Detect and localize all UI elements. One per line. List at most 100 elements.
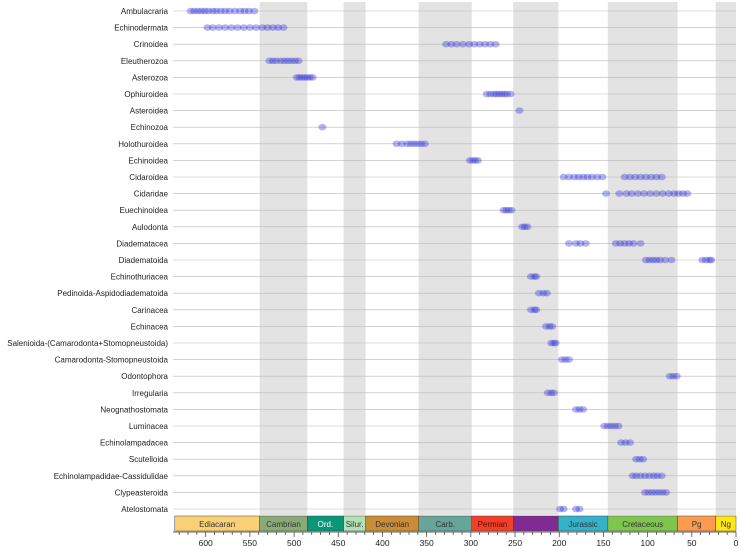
data-point — [300, 74, 309, 81]
data-point — [227, 24, 236, 31]
clade-label: Echinolampadacea — [100, 439, 169, 448]
data-point — [611, 240, 620, 247]
data-point — [657, 472, 666, 480]
x-tick-label: 150 — [596, 538, 610, 546]
data-point — [489, 90, 498, 98]
data-point — [465, 40, 474, 48]
data-point — [468, 157, 477, 164]
data-point — [245, 7, 254, 15]
clade-label: Asteroidea — [130, 107, 169, 116]
clade-label: Crinoidea — [134, 40, 169, 49]
data-point — [292, 74, 301, 81]
data-point — [640, 489, 649, 496]
data-point — [576, 240, 585, 247]
data-point — [629, 240, 638, 247]
data-point — [274, 24, 283, 31]
data-point — [640, 472, 649, 480]
data-point — [572, 240, 581, 247]
clade-label: Ophiuroidea — [124, 90, 168, 99]
period-label: Carb. — [435, 520, 455, 529]
data-point — [559, 505, 568, 513]
clade-label: Cidaridae — [134, 190, 169, 199]
period-label: Cambrian — [266, 520, 301, 529]
period-shade — [513, 2, 559, 515]
period-label: Devonian — [375, 520, 409, 529]
data-point — [674, 190, 683, 197]
data-point — [640, 190, 649, 197]
data-point — [225, 7, 234, 15]
data-point — [661, 256, 670, 264]
clade-label: Clypeasteroida — [115, 488, 169, 497]
data-point — [625, 439, 634, 446]
period-shading — [259, 2, 736, 515]
x-tick-label: 300 — [464, 538, 478, 546]
data-point — [549, 389, 558, 397]
data-point — [318, 123, 327, 131]
data-point — [268, 57, 277, 65]
data-point — [655, 489, 664, 496]
data-point — [272, 57, 281, 65]
data-point — [308, 74, 317, 81]
data-point — [482, 90, 491, 98]
data-point — [507, 206, 516, 214]
period-label: Permian — [478, 520, 508, 529]
x-tick-label: 0 — [734, 538, 739, 546]
period-shade — [715, 2, 736, 515]
x-tick-label: 350 — [420, 538, 434, 546]
x-tick-label: 100 — [641, 538, 655, 546]
data-point — [491, 40, 500, 48]
data-point — [236, 7, 245, 15]
data-point — [397, 140, 406, 148]
data-point — [631, 173, 640, 181]
clade-label: Aulodonta — [132, 223, 169, 232]
x-tick-label: 250 — [508, 538, 522, 546]
period-shade — [259, 2, 308, 515]
period-label: Jurassic — [568, 520, 597, 529]
data-point — [655, 256, 664, 264]
data-point — [645, 256, 654, 264]
data-point — [547, 339, 556, 347]
period-shade — [418, 2, 472, 515]
data-point — [283, 57, 292, 65]
data-point — [186, 7, 195, 15]
data-point — [403, 140, 412, 148]
data-point — [557, 356, 566, 363]
data-point — [252, 24, 261, 31]
data-point — [636, 173, 645, 181]
x-tick-label: 400 — [375, 538, 389, 546]
data-point — [556, 505, 565, 513]
data-point — [633, 190, 642, 197]
data-point — [570, 173, 579, 181]
data-point — [636, 240, 645, 247]
period-label: Ediacaran — [199, 520, 235, 529]
data-point — [492, 90, 501, 98]
data-point — [598, 173, 607, 181]
data-point — [658, 489, 667, 496]
data-point — [526, 273, 535, 280]
clade-label: Echinolampadidae-Cassidulidae — [54, 472, 169, 481]
clade-label: Euechinoidea — [120, 206, 169, 215]
data-point — [669, 372, 678, 380]
x-axis: 600 550 500 450 400 350 300 250 200 150 100 50 0 — [173, 531, 739, 546]
data-point — [683, 190, 692, 197]
data-point — [652, 190, 661, 197]
data-point — [575, 406, 584, 413]
data-point — [646, 190, 655, 197]
data-point — [214, 24, 223, 31]
data-point — [620, 240, 629, 247]
data-point — [625, 240, 634, 247]
data-point — [575, 505, 584, 513]
data-point — [579, 406, 588, 413]
data-point — [670, 190, 679, 197]
data-point — [239, 24, 248, 31]
data-point — [290, 57, 299, 65]
data-point — [672, 372, 681, 380]
data-point — [532, 306, 541, 314]
data-point — [615, 190, 624, 197]
data-point — [617, 439, 626, 446]
data-point — [636, 472, 645, 480]
clade-label: Scutelloida — [129, 455, 169, 464]
data-point — [628, 472, 637, 480]
data-point — [534, 289, 543, 297]
data-point — [574, 173, 583, 181]
